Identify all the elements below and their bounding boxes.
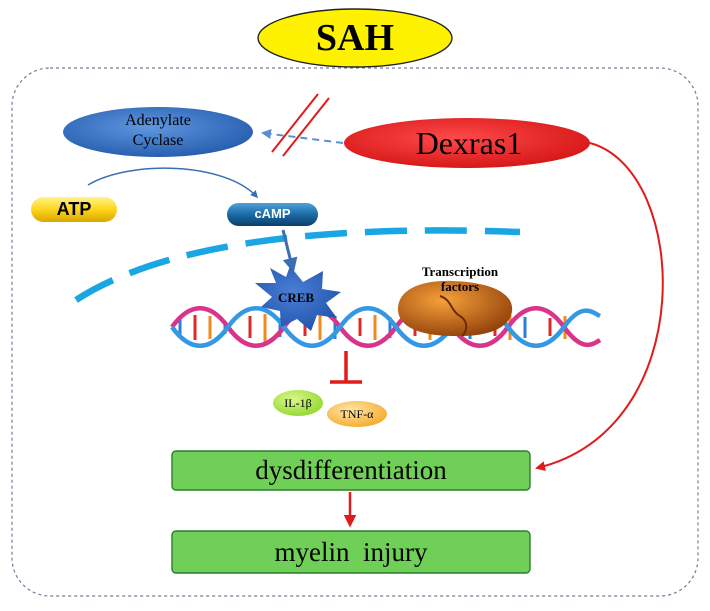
il1b-node [273,390,323,416]
dexras1-label: Dexras1 [415,125,523,161]
dna-helix [170,306,602,348]
adenylate-cyclase-node [63,107,253,157]
title-label: SAH [315,17,395,59]
tnfa-label: TNF-α [340,407,374,421]
tnfa-node [327,401,387,427]
myelin-injury-box [171,530,531,574]
dexras-to-ac-arrow [261,129,344,144]
adenylate-cyclase-label-line2: Cyclase [132,132,184,149]
dysdifferentiation-label: dysdifferentiation [255,455,447,485]
camp-node [227,203,318,226]
creb-node [255,266,341,331]
title-ellipse [257,8,453,68]
cell-boundary [11,67,699,597]
atp-node [31,197,117,222]
inhibition-bar-1 [271,93,319,153]
inhibition-bar-2 [282,97,330,157]
camp-label: cAMP [254,206,291,221]
transcription-factor-node [398,280,513,337]
camp-to-creb-arrow [281,229,298,273]
nuclear-membrane [74,227,521,303]
atp-label: ATP [56,199,92,219]
transcription-factors-label-line1: Transcription [421,264,499,279]
creb-label: CREB [277,290,315,305]
adenylate-cyclase-label-line1: Adenylate [125,112,191,129]
dysdifferentiation-box [171,450,531,491]
dexras1-node [344,118,590,168]
dexras-to-dysdifferentiation-arrow [535,142,664,472]
myelin-injury-label: myelin injury [274,537,428,567]
atp-to-camp-arrow [87,167,259,199]
transcription-factor-groove [439,295,468,337]
il1b-label: IL-1β [284,396,312,410]
transcription-factors-label-line2: factors [440,279,480,294]
